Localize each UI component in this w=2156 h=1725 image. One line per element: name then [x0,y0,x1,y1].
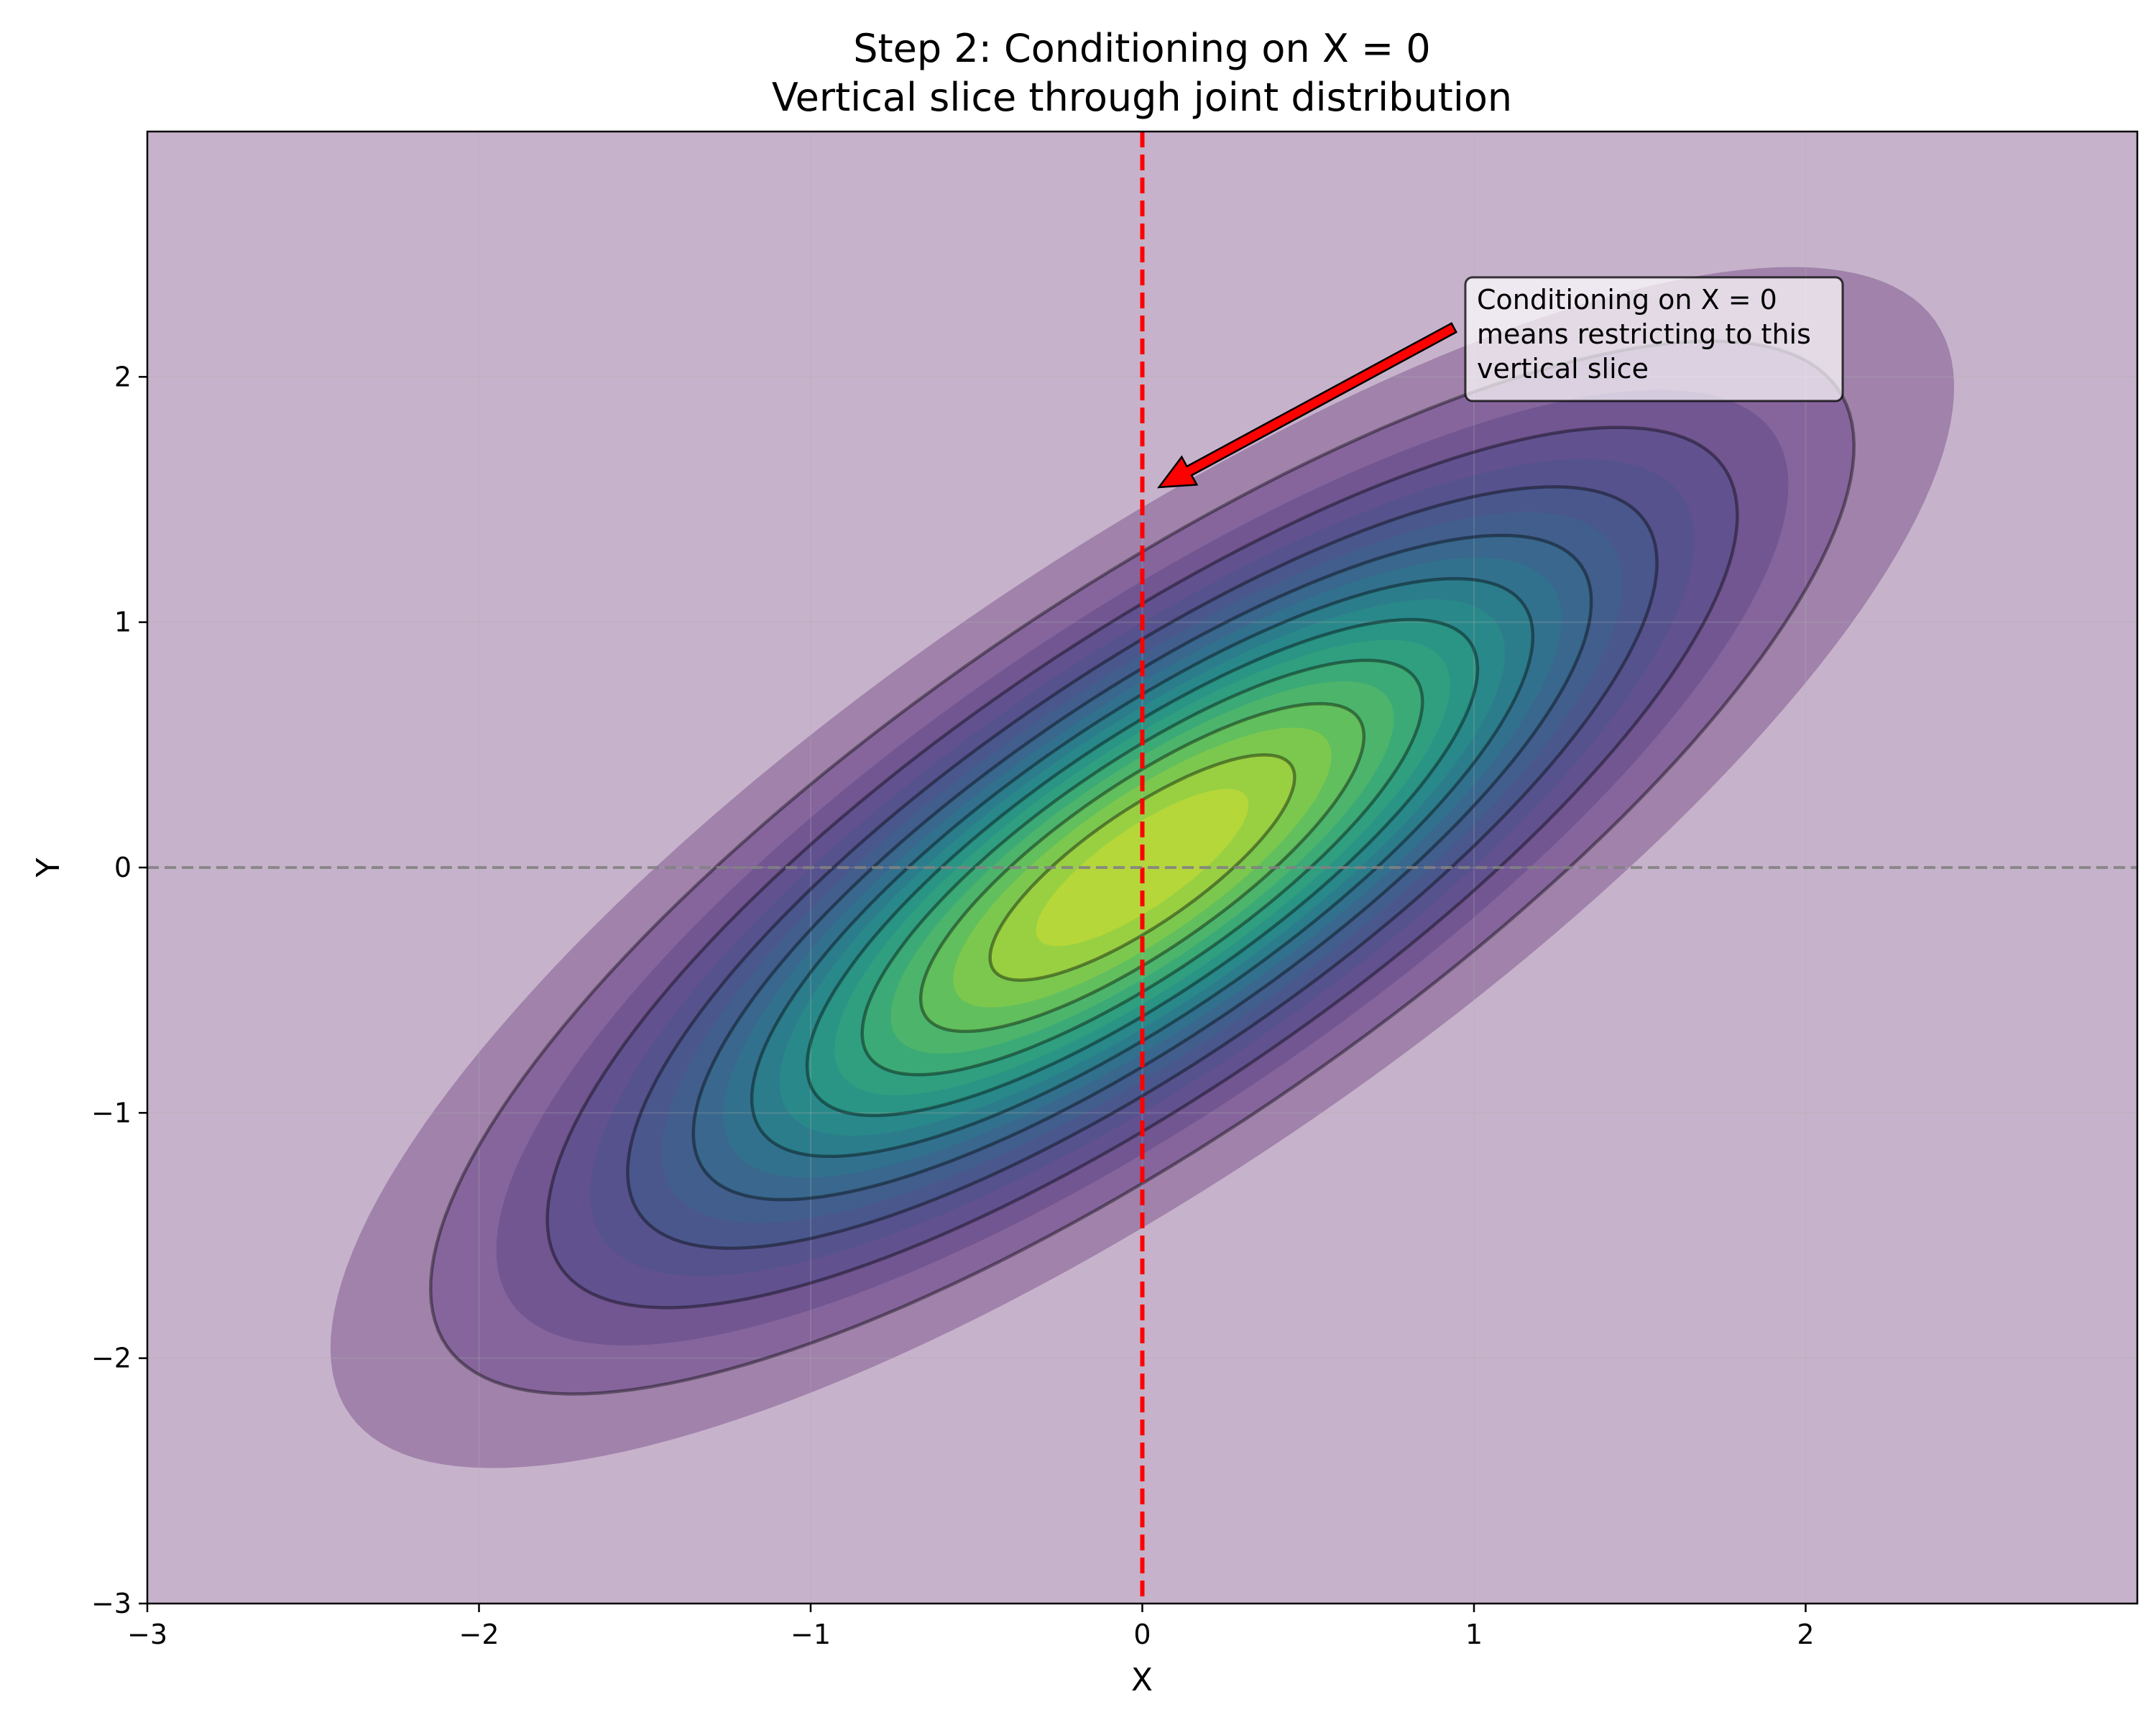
contour-lines [428,339,1856,1396]
x-tick-label: 1 [1465,1619,1483,1650]
x-tick-label: −2 [459,1619,499,1650]
annotation-text: Conditioning on X = 0 means restricting t… [1477,284,1811,385]
x-tick-label: 0 [1133,1619,1151,1650]
y-axis-label: Y [30,857,67,878]
y-tick-label: −1 [91,1097,132,1128]
annotation-line: vertical slice [1477,353,1649,385]
y-tick-label: 2 [114,361,132,392]
x-tick-label: 2 [1797,1619,1814,1650]
contour-line [626,485,1659,1250]
contour-line [691,533,1593,1202]
x-axis-label: X [1131,1662,1153,1698]
annotation: Conditioning on X = 0 means restricting t… [1156,276,1844,489]
x-tick-label: −3 [127,1619,167,1650]
x-tick-label: −1 [791,1619,831,1650]
contour-line [805,617,1480,1118]
annotation-line: Conditioning on X = 0 [1477,284,1777,316]
y-tick-label: −2 [91,1343,132,1374]
contour-line [750,576,1535,1159]
chart-title-group: Step 2: Conditioning on X = 0 Vertical s… [772,26,1512,120]
chart-subtitle: Vertical slice through joint distributio… [772,75,1512,120]
y-tick-label: 1 [114,607,132,638]
chart-title: Step 2: Conditioning on X = 0 [853,26,1431,71]
y-tick-label: 0 [114,852,132,883]
annotation-arrow [1156,322,1457,489]
contour-line [918,702,1366,1034]
axis-ticks: −3 −2 −1 0 1 2 −3 −2 −1 0 1 2 [91,361,1815,1650]
reference-lines [147,132,2137,1604]
annotation-line: means restricting to this [1477,318,1811,350]
annotation-box [1464,276,1844,402]
contour-line [988,753,1296,982]
y-tick-label: −3 [91,1588,132,1619]
contour-line [545,426,1739,1310]
contour-line [860,658,1424,1077]
contour-line [428,339,1856,1396]
